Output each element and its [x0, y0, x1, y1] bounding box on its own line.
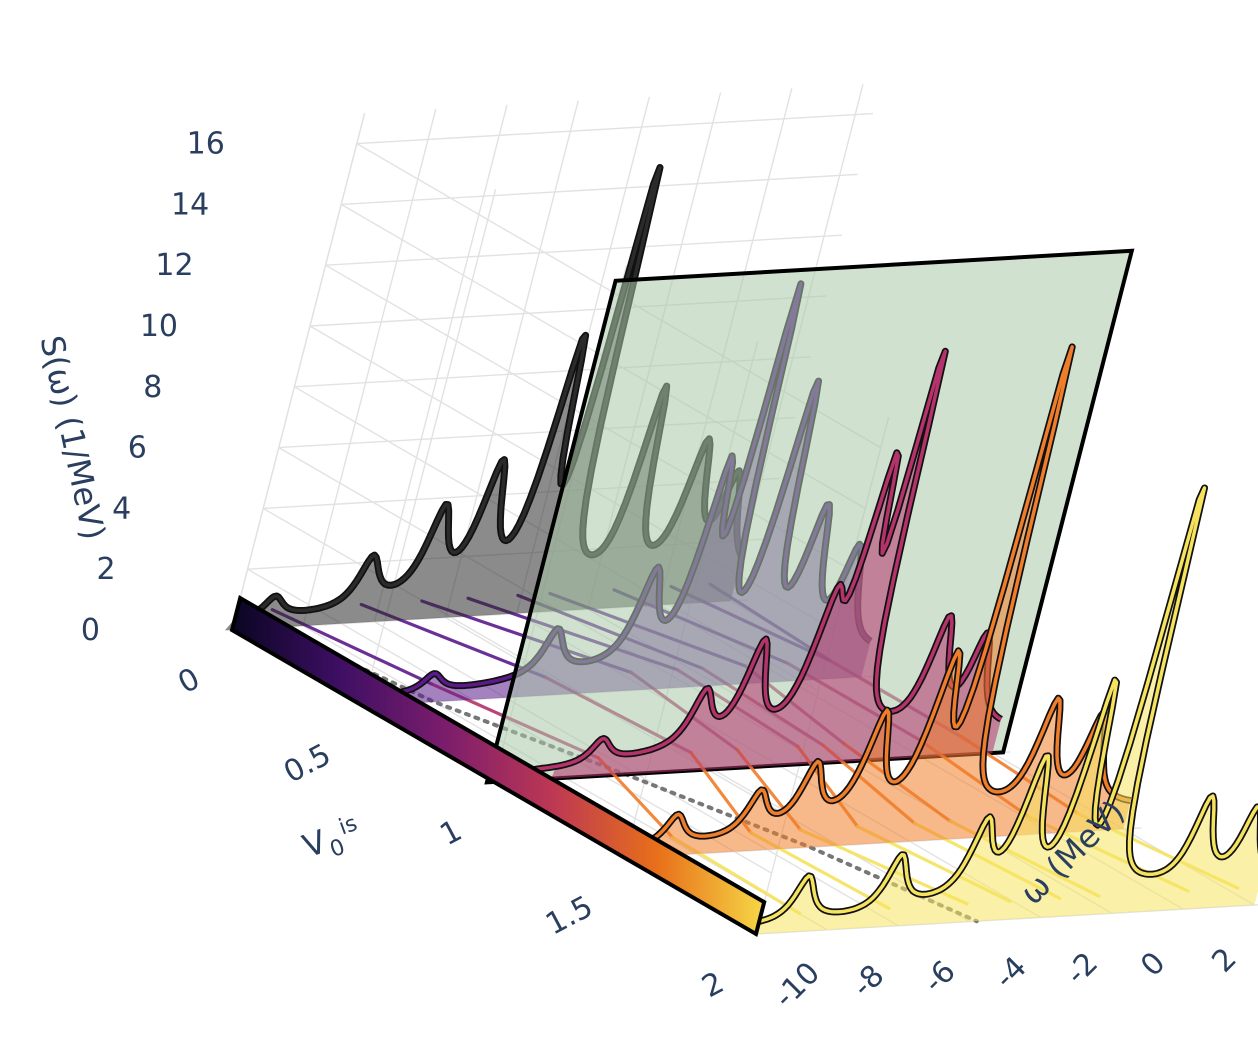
colorbar-strip: [229, 595, 767, 938]
series-line: [496, 349, 1003, 775]
x-tick-label: 2: [696, 965, 729, 1005]
series-line: [627, 345, 1132, 849]
series-fill: [752, 488, 1258, 935]
y-tick-label: -4: [988, 950, 1034, 996]
grid-line: [231, 113, 366, 631]
z-tick-label: 8: [143, 370, 162, 405]
y-tick-label: -8: [846, 958, 892, 1004]
grid-line: [356, 112, 874, 145]
y-tick-label: -6: [917, 954, 963, 1000]
y-tick-label: -2: [1059, 946, 1105, 992]
z-tick-label: 16: [187, 127, 225, 162]
series-4: [752, 484, 1258, 935]
colorbar: [229, 595, 767, 938]
z-tick-label: 12: [155, 248, 193, 283]
z-tick-label: 14: [171, 187, 209, 222]
grid-line: [624, 827, 1142, 859]
x-tick-label: 0: [172, 661, 205, 701]
grid-line: [341, 173, 858, 206]
x-tick-label: 1.5: [540, 889, 599, 942]
z-tick-label: 6: [128, 431, 147, 466]
grid-line: [325, 234, 842, 266]
x-tick-label: 1: [434, 813, 467, 853]
series-group: [224, 164, 1258, 935]
z-axis-title: S(ω) (1/MeV): [33, 332, 113, 543]
z-tick-label: 2: [97, 552, 116, 587]
x-axis-title: V 0 is: [298, 811, 361, 865]
z-tick-label: 4: [112, 491, 131, 526]
x-tick-label: 0.5: [278, 737, 337, 790]
y-tick-label: -10: [768, 956, 827, 1015]
z-tick-label: 10: [140, 309, 178, 344]
series-line: [758, 486, 1258, 923]
grid-line: [362, 189, 497, 707]
z-tick-label: 0: [81, 613, 100, 648]
grid-line: [755, 904, 1258, 935]
grid-line: [373, 104, 508, 622]
y-tick-label: 0: [1134, 945, 1172, 983]
x-axis-title-main: V: [298, 822, 332, 865]
grid-line: [302, 108, 437, 627]
y-tick-label: 2: [1205, 941, 1243, 979]
plane-v1: [484, 248, 1135, 785]
